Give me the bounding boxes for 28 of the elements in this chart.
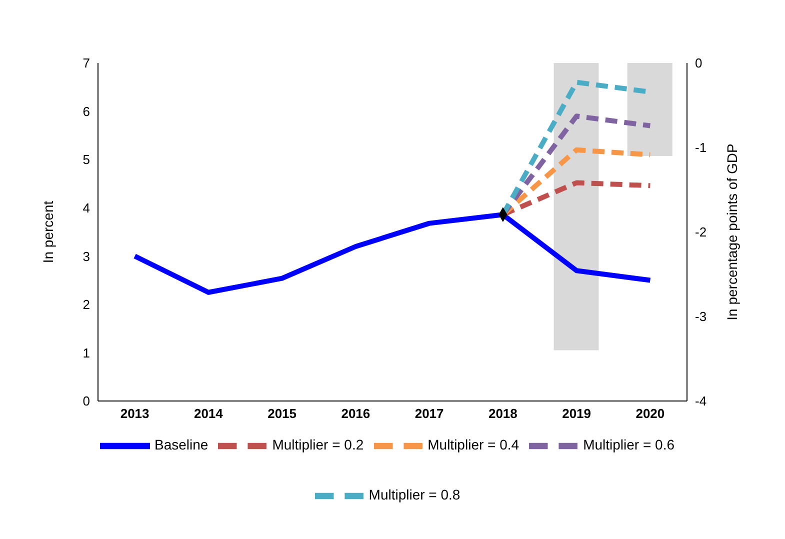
y2-tick-label: -4 [695,394,707,409]
y-axis-title: In percent [40,200,56,264]
legend-label: Baseline [154,436,208,453]
y-tick-label: 1 [82,345,90,360]
y2-tick-label: -1 [695,140,707,156]
legend-label: Multiplier = 0.4 [428,436,520,453]
legend-label: Multiplier = 0.2 [272,436,364,453]
legend-label: Multiplier = 0.8 [368,486,460,503]
legend-label: Multiplier = 0.6 [583,436,674,453]
y2-tick-label: -3 [695,309,707,324]
x-tick-label: 2015 [268,406,297,422]
y-tick-label: 4 [82,200,90,216]
y-tick-label: 3 [82,248,90,264]
x-tick-label: 2013 [120,406,150,422]
x-tick-label: 2014 [194,406,224,422]
x-tick-label: 2019 [562,406,592,422]
y2-axis-title: In percentage points of GDP [724,144,740,320]
x-tick-label: 2017 [414,406,444,422]
x-tick-label: 2016 [341,406,370,422]
y-tick-label: 6 [82,104,90,119]
y-tick-label: 2 [82,297,90,312]
y2-tick-label: 0 [695,56,702,71]
y-tick-label: 7 [82,56,90,71]
y-tick-label: 0 [82,394,90,409]
y-tick-label: 5 [82,152,90,168]
y2-tick-label: -2 [695,224,707,240]
x-tick-label: 2020 [636,406,665,422]
x-tick-label: 2018 [488,406,518,422]
